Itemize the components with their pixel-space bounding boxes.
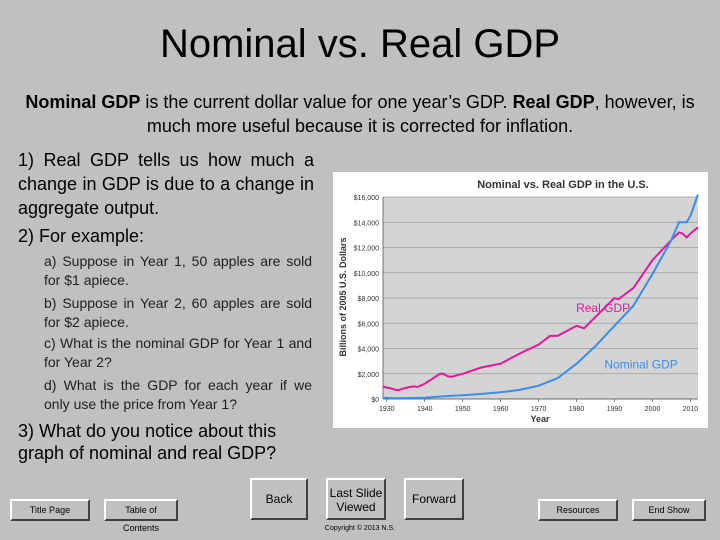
forward-button[interactable]: Forward <box>404 478 464 520</box>
y-tick-label: $8,000 <box>358 296 380 303</box>
example-a: a) Suppose in Year 1, 50 apples are sold… <box>44 253 312 288</box>
y-tick-label: $4,000 <box>358 347 380 354</box>
nominal-gdp-annotation: Nominal GDP <box>604 358 677 372</box>
x-tick-label: 2000 <box>645 406 661 413</box>
x-tick-label: 1990 <box>607 406 623 413</box>
intro-text-2: , however, is much more useful because i… <box>146 92 695 136</box>
y-tick-label: $2,000 <box>358 372 380 379</box>
point-3: 3) What do you notice about this graph o… <box>18 421 277 463</box>
nominal-gdp-line <box>382 194 699 400</box>
resources-button[interactable]: Resources <box>538 499 618 521</box>
chart-y-axis-label: Billions of 2005 U.S. Dollars <box>338 237 348 356</box>
x-tick-label: 1950 <box>455 406 471 413</box>
x-tick-label: 2010 <box>683 406 699 413</box>
y-tick-label: $10,000 <box>354 271 379 278</box>
table-of-contents-button[interactable]: Table of Contents <box>104 499 178 533</box>
intro-text-1: is the current dollar value for one year… <box>140 92 513 112</box>
gdp-chart: Nominal vs. Real GDP in the U.S. Billion… <box>333 172 708 428</box>
y-tick-label: $16,000 <box>354 195 379 202</box>
slide-title: Nominal vs. Real GDP <box>159 22 561 66</box>
x-tick-label: 1960 <box>493 406 509 413</box>
back-button[interactable]: Back <box>250 478 308 520</box>
y-tick-label: $12,000 <box>354 246 379 253</box>
y-tick-label: $6,000 <box>358 321 380 328</box>
title-page-button[interactable]: Title Page <box>10 499 90 521</box>
y-tick-label: $14,000 <box>354 220 379 227</box>
end-show-button[interactable]: End Show <box>632 499 706 521</box>
example-b: b) Suppose in Year 2, 60 apples are sold… <box>44 295 312 330</box>
chart-x-axis-label: Year <box>530 414 550 424</box>
real-gdp-line <box>382 226 699 392</box>
point-1: 1) Real GDP tells us how much a change i… <box>18 150 314 218</box>
y-tick-label: $0 <box>371 397 379 404</box>
real-gdp-annotation: Real GDP <box>576 301 630 315</box>
last-slide-viewed-button[interactable]: Last Slide Viewed <box>326 478 386 520</box>
point-2: 2) For example: <box>18 226 145 246</box>
intro-paragraph: Nominal GDP is the current dollar value … <box>20 90 700 138</box>
example-d: d) What is the GDP for each year if we o… <box>44 377 312 412</box>
copyright-text: Copyright © 2013 N.S. <box>324 525 396 532</box>
x-tick-label: 1930 <box>379 406 395 413</box>
term-real-gdp: Real GDP <box>512 92 595 112</box>
example-c: c) What is the nominal GDP for Year 1 an… <box>44 335 312 370</box>
gdp-chart-svg: Nominal vs. Real GDP in the U.S. Billion… <box>338 179 699 424</box>
chart-title: Nominal vs. Real GDP in the U.S. <box>477 179 649 191</box>
x-tick-label: 1940 <box>417 406 433 413</box>
x-tick-label: 1980 <box>569 406 585 413</box>
term-nominal-gdp: Nominal GDP <box>25 92 141 112</box>
x-tick-label: 1970 <box>531 406 547 413</box>
